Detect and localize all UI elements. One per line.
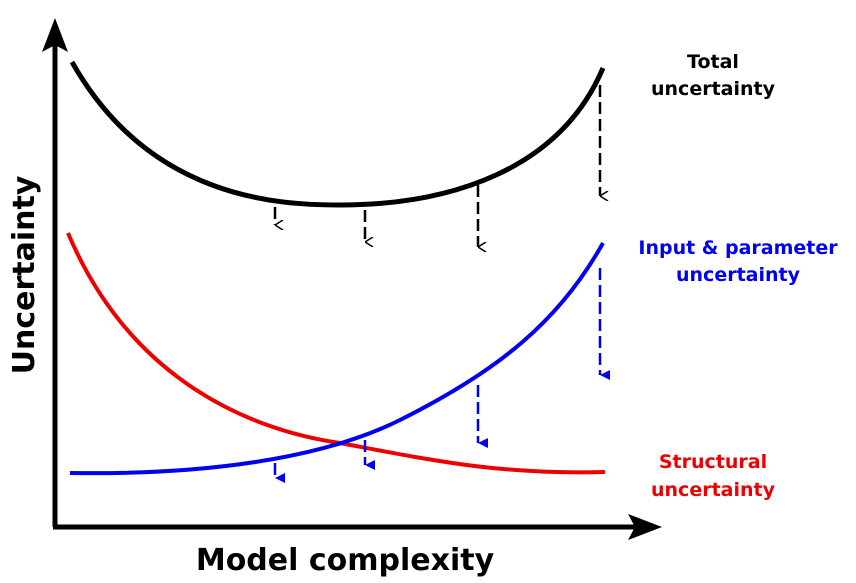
- y-axis-label: Uncertainty: [7, 175, 42, 374]
- x-axis-arrow: [628, 514, 662, 540]
- curve-label: Structural: [659, 451, 767, 473]
- curve-label: uncertainty: [676, 264, 801, 286]
- curve-label: Input & parameter: [638, 237, 838, 259]
- input-arrows: [273, 268, 610, 483]
- total-curve: [69, 60, 606, 208]
- total-arrows: [273, 85, 600, 247]
- curve-label: uncertainty: [651, 78, 776, 100]
- curve-label: uncertainty: [651, 479, 776, 501]
- structural-curve: [66, 232, 606, 475]
- axes: [42, 18, 662, 540]
- x-axis-label: Model complexity: [196, 543, 495, 578]
- input-curve: [69, 242, 605, 476]
- y-axis-arrow: [42, 18, 68, 52]
- curve-label: Total: [687, 51, 739, 73]
